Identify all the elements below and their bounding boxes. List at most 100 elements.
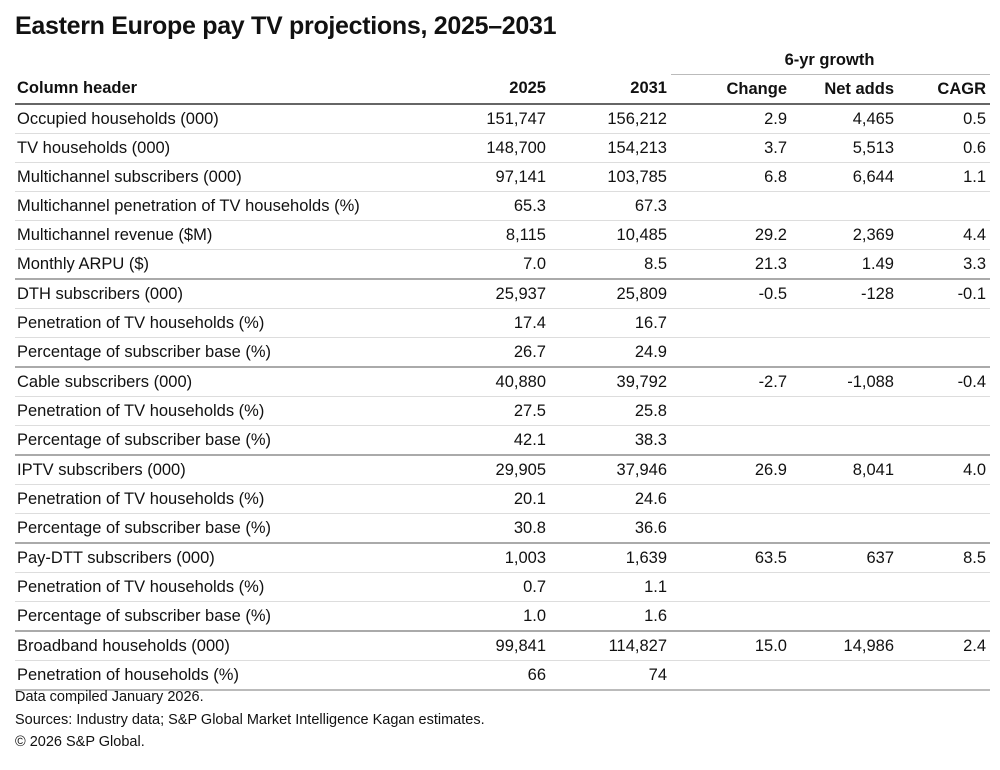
table-cell: 37,946 (550, 454, 671, 485)
table-cell: -0.5 (671, 278, 791, 309)
note-copyright: © 2026 S&P Global. (15, 734, 145, 750)
row-label: Percentage of subscriber base (%) (15, 337, 455, 368)
table-cell: 1.0 (455, 601, 550, 632)
group-header: 6-yr growth (671, 46, 990, 75)
table-cell: 16.7 (550, 308, 671, 338)
table-cell: 8,115 (455, 220, 550, 250)
table-row: Penetration of TV households (%) 27.5 25.8 (15, 396, 990, 426)
table-cell (671, 308, 791, 338)
column-header: 2025 (455, 74, 550, 105)
column-header: Net adds (791, 74, 898, 105)
table-cell: 26.7 (455, 337, 550, 368)
row-label: Multichannel penetration of TV household… (15, 191, 455, 221)
column-header: 2031 (550, 74, 671, 105)
table-cell: -2.7 (671, 366, 791, 397)
table-cell: -1,088 (791, 366, 898, 397)
row-label: Penetration of TV households (%) (15, 396, 455, 426)
table-row: Multichannel subscribers (000) 97,141 103,… (15, 162, 990, 192)
row-label: Penetration of households (%) (15, 660, 455, 691)
table-cell: 4.0 (898, 454, 990, 485)
table-cell: 8.5 (898, 542, 990, 573)
table-cell (898, 660, 990, 691)
table-cell: 7.0 (455, 249, 550, 280)
row-label: Percentage of subscriber base (%) (15, 425, 455, 456)
table-cell (898, 484, 990, 514)
table-cell: 27.5 (455, 396, 550, 426)
table-cell (898, 337, 990, 368)
table-cell (898, 396, 990, 426)
table-cell: 25,809 (550, 278, 671, 309)
table-cell: 2.4 (898, 630, 990, 661)
note-sources: Sources: Industry data; S&P Global Marke… (15, 711, 485, 728)
table-cell: 29,905 (455, 454, 550, 485)
table-cell (898, 572, 990, 602)
data-table: 6-yr growth Column header 2025 2031 Change N… (15, 46, 990, 691)
row-label: Penetration of TV households (%) (15, 484, 455, 514)
table-cell (791, 337, 898, 368)
table-cell (791, 308, 898, 338)
table-cell: 74 (550, 660, 671, 691)
table-cell: 8,041 (791, 454, 898, 485)
table-cell: 0.5 (898, 104, 990, 134)
row-label: Occupied households (000) (15, 104, 455, 134)
table-cell: 39,792 (550, 366, 671, 397)
row-label: Broadband households (000) (15, 630, 455, 661)
table-cell (671, 425, 791, 456)
row-label: Pay-DTT subscribers (000) (15, 542, 455, 573)
table-row: Penetration of TV households (%) 20.1 24.6 (15, 484, 990, 514)
table-row: Percentage of subscriber base (%) 30.8 36.… (15, 513, 990, 544)
table-cell (791, 513, 898, 544)
table-cell: 17.4 (455, 308, 550, 338)
table-cell: 97,141 (455, 162, 550, 192)
table-cell (791, 572, 898, 602)
table-cell: 3.7 (671, 133, 791, 163)
table-cell: 154,213 (550, 133, 671, 163)
table-cell: 15.0 (671, 630, 791, 661)
table-row: Broadband households (000) 99,841 114,827 1… (15, 630, 990, 661)
table-cell (791, 601, 898, 632)
row-label: Cable subscribers (000) (15, 366, 455, 397)
table-row: IPTV subscribers (000) 29,905 37,946 26.9 8,… (15, 454, 990, 485)
page-title: Eastern Europe pay TV projections, 2025–… (15, 12, 557, 40)
table-cell: 42.1 (455, 425, 550, 456)
table-cell: 8.5 (550, 249, 671, 280)
column-header: Change (671, 74, 791, 105)
table-cell: 63.5 (671, 542, 791, 573)
row-label: Multichannel subscribers (000) (15, 162, 455, 192)
table-cell: 3.3 (898, 249, 990, 280)
table-row: Pay-DTT subscribers (000) 1,003 1,639 63.5 6… (15, 542, 990, 573)
table-cell (671, 601, 791, 632)
table-cell (898, 425, 990, 456)
table-cell: 24.6 (550, 484, 671, 514)
row-label: TV households (000) (15, 133, 455, 163)
table-cell (671, 337, 791, 368)
row-label: DTH subscribers (000) (15, 278, 455, 309)
table-cell: 25,937 (455, 278, 550, 309)
table-cell: 6.8 (671, 162, 791, 192)
table-cell: 26.9 (671, 454, 791, 485)
table-row: Penetration of TV households (%) 17.4 16.7 (15, 308, 990, 338)
table-cell (898, 513, 990, 544)
table-cell: 24.9 (550, 337, 671, 368)
table-cell: 67.3 (550, 191, 671, 221)
table-cell: 20.1 (455, 484, 550, 514)
table-cell: 103,785 (550, 162, 671, 192)
row-label: Penetration of TV households (%) (15, 572, 455, 602)
table-cell (898, 308, 990, 338)
table-row: DTH subscribers (000) 25,937 25,809 -0.5 -12… (15, 278, 990, 309)
table-cell: -0.4 (898, 366, 990, 397)
table-cell: 637 (791, 542, 898, 573)
table-cell: 156,212 (550, 104, 671, 134)
table-cell: 25.8 (550, 396, 671, 426)
table-cell: 36.6 (550, 513, 671, 544)
table-cell (791, 396, 898, 426)
table-row: Percentage of subscriber base (%) 26.7 24.… (15, 337, 990, 368)
table-cell (791, 660, 898, 691)
table-cell: 114,827 (550, 630, 671, 661)
table-cell (671, 513, 791, 544)
table-cell (671, 484, 791, 514)
table-cell: 21.3 (671, 249, 791, 280)
table-cell (671, 191, 791, 221)
row-label: IPTV subscribers (000) (15, 454, 455, 485)
table-row: Monthly ARPU ($) 7.0 8.5 21.3 1.49 3.3 (15, 249, 990, 280)
